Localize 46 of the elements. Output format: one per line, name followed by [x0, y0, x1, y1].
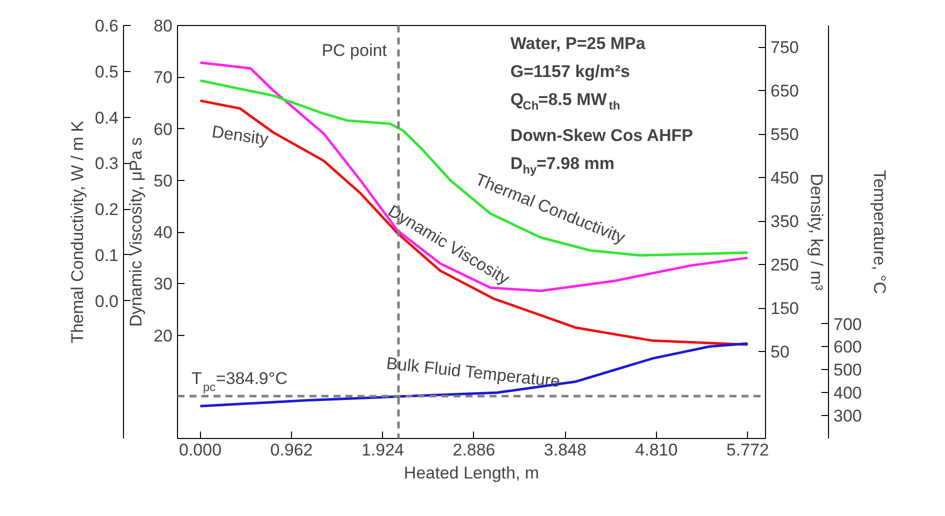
annotation: G=1157 kg/m²s — [510, 62, 630, 81]
y2-tick-label: 450 — [770, 168, 799, 188]
x-tick-label: 4.810 — [635, 440, 678, 460]
y-tick-label: 600 — [834, 338, 862, 357]
text: Bulk Fluid Temperature — [385, 354, 562, 391]
y3-axis-title: Themal Conductivity, W / m K — [68, 120, 87, 344]
y-tick-label: 40 — [154, 223, 173, 242]
ref-line-label: PC point — [322, 41, 388, 60]
y2-tick-label: 150 — [770, 299, 799, 318]
y-axis-title: Dynamic Viscosity, μPa s — [126, 137, 146, 327]
x-axis-title: Heated Length, m — [404, 464, 540, 482]
y3-tick-label: 0.1 — [94, 246, 119, 265]
y-tick-label: 80 — [154, 16, 173, 36]
y2-tick-label: 650 — [770, 82, 799, 101]
x-tick-label: 0.962 — [270, 440, 313, 460]
annotation: Down-Skew Cos AHFP — [510, 126, 693, 145]
y-tick-label: 700 — [834, 314, 862, 334]
x-tick-label: 0.000 — [178, 440, 222, 460]
y-tick-label: 70 — [154, 68, 173, 88]
y-tick-label: 50 — [154, 171, 173, 190]
y-tick-label: 400 — [834, 384, 862, 403]
y-tick-label: 30 — [154, 274, 173, 294]
y-tick-label: 300 — [834, 406, 862, 426]
y3-tick-label: 0.0 — [94, 292, 119, 311]
y3-tick-label: 0.5 — [94, 62, 119, 82]
y-tick-label: 500 — [834, 360, 862, 380]
x-tick-label: 2.886 — [452, 440, 496, 460]
y-axis-title: Temperature, °C — [870, 170, 889, 294]
y2-axis-title: Density, kg / m³ — [806, 174, 826, 291]
y2-tick-label: 350 — [770, 212, 799, 232]
x-tick-label: 5.772 — [726, 440, 769, 460]
y3-tick-label: 0.4 — [94, 108, 119, 128]
line-series — [199, 61, 749, 292]
y2-tick-label: 50 — [770, 342, 790, 362]
y-tick-label: 60 — [154, 120, 173, 139]
y3-tick-label: 0.6 — [94, 16, 119, 36]
x-tick-label: 1.924 — [361, 440, 404, 460]
y3-tick-label: 0.3 — [94, 154, 119, 174]
y2-tick-label: 550 — [770, 125, 799, 144]
x-tick-label: 3.848 — [544, 440, 586, 460]
y2-tick-label: 750 — [770, 38, 799, 58]
annotation: Water, P=25 MPa — [510, 34, 646, 53]
text: Density — [210, 122, 270, 149]
y-tick-label: 20 — [154, 326, 173, 346]
y2-tick-label: 250 — [770, 256, 799, 275]
y3-tick-label: 0.2 — [94, 200, 119, 220]
